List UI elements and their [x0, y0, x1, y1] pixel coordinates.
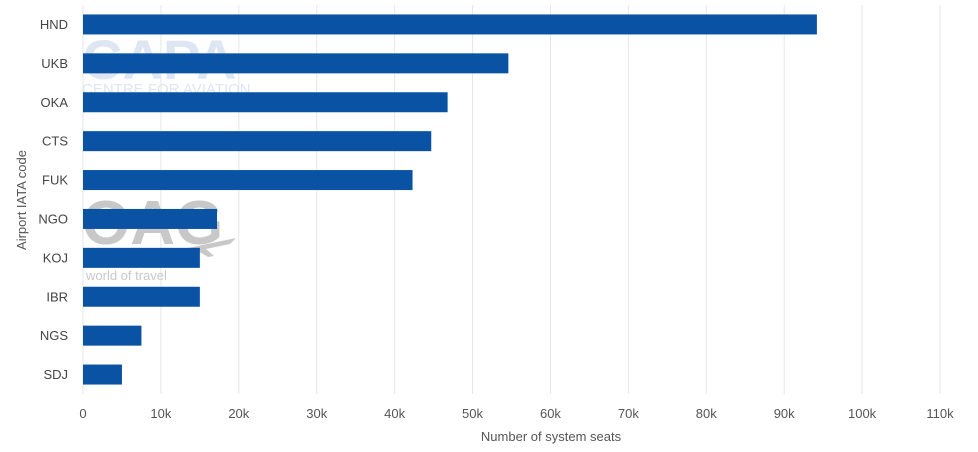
bar-hnd[interactable] [83, 14, 817, 35]
bar-sdj[interactable] [83, 364, 122, 385]
bar-koj[interactable] [83, 247, 200, 268]
category-labels: HND UKB OKA CTS FUK NGO KOJ IBR NGS SDJ [38, 17, 68, 382]
x-tick-label: 90k [774, 406, 795, 421]
x-tick-label: 10k [150, 406, 171, 421]
category-label: IBR [46, 289, 68, 304]
bar-cts[interactable] [83, 131, 432, 152]
category-label: OKA [41, 95, 69, 110]
category-label: CTS [42, 134, 68, 149]
oag-watermark-tagline: world of travel [85, 268, 167, 283]
x-tick-label: 20k [228, 406, 249, 421]
bar-oka[interactable] [83, 92, 448, 113]
bar-ibr[interactable] [83, 286, 200, 307]
category-label: SDJ [43, 367, 68, 382]
bar-ngo[interactable] [83, 208, 218, 229]
category-label: FUK [42, 173, 68, 188]
category-label: NGS [40, 328, 69, 343]
x-tick-label: 50k [462, 406, 483, 421]
x-tick-label: 70k [618, 406, 639, 421]
y-axis-title: Airport IATA code [14, 150, 29, 250]
x-tick-label: 30k [306, 406, 327, 421]
plane-watermark-icon [188, 238, 236, 257]
x-tick-label: 110k [926, 406, 954, 421]
category-label: UKB [41, 56, 68, 71]
category-label: HND [40, 17, 68, 32]
x-tick-label: 60k [540, 406, 561, 421]
x-axis-title: Number of system seats [481, 429, 622, 444]
bar-ukb[interactable] [83, 53, 509, 74]
bar-ngs[interactable] [83, 325, 142, 346]
x-tick-label: 80k [696, 406, 717, 421]
x-tick-label: 40k [384, 406, 405, 421]
x-tick-label: 0 [79, 406, 86, 421]
category-label: NGO [38, 211, 68, 226]
bars-group [83, 14, 817, 385]
bar-fuk[interactable] [83, 170, 413, 191]
x-tick-labels: 0 10k 20k 30k 40k 50k 60k 70k 80k 90k 100k 110k [79, 406, 954, 421]
x-tick-label: 100k [848, 406, 877, 421]
category-label: KOJ [43, 250, 68, 265]
